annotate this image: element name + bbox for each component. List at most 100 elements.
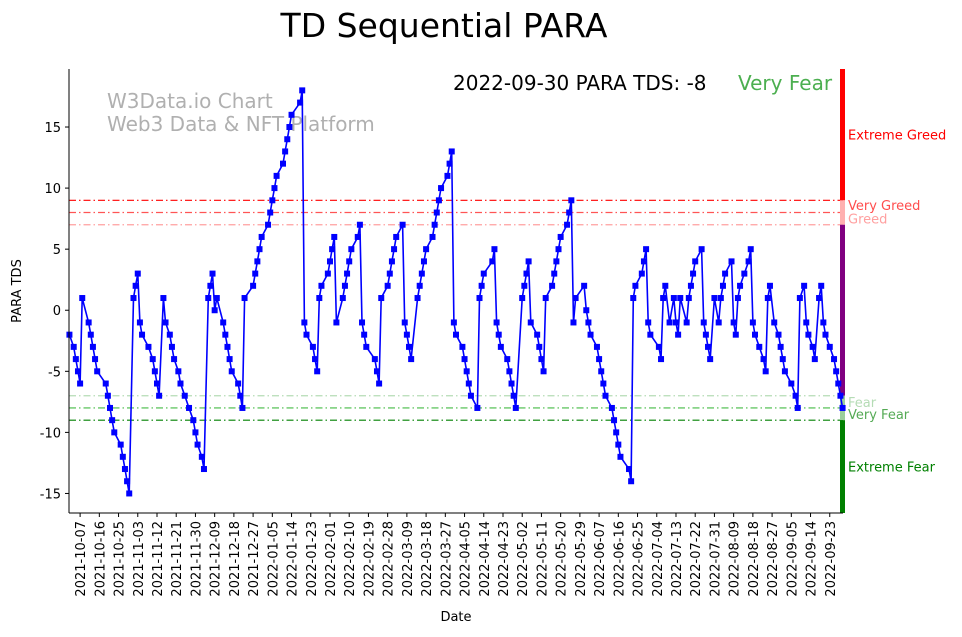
watermark: W3Data.io Chart Web3 Data & NFT Platform xyxy=(107,89,375,136)
data-point-marker xyxy=(598,368,605,375)
data-point-marker xyxy=(241,295,248,302)
data-point-marker xyxy=(504,356,511,363)
data-point-marker xyxy=(719,282,726,289)
data-point-marker xyxy=(617,453,624,460)
data-point-marker xyxy=(267,209,274,216)
x-tick-label: 2022-02-01 xyxy=(324,521,339,597)
data-point-marker xyxy=(373,368,380,375)
data-point-marker xyxy=(134,270,141,277)
data-point-marker xyxy=(420,258,427,265)
data-point-marker xyxy=(771,319,778,326)
data-point-marker xyxy=(130,295,137,302)
data-point-marker xyxy=(523,270,530,277)
data-point-marker xyxy=(186,404,193,411)
x-tick-label: 2022-05-29 xyxy=(574,521,589,597)
data-point-marker xyxy=(811,356,818,363)
data-point-marker xyxy=(149,356,156,363)
data-point-marker xyxy=(209,270,216,277)
data-point-marker xyxy=(444,172,451,179)
data-point-marker xyxy=(235,380,242,387)
data-point-marker xyxy=(506,368,513,375)
data-point-marker xyxy=(643,246,650,253)
data-point-marker xyxy=(555,246,562,253)
zone-bar-segment xyxy=(840,69,845,201)
data-point-marker xyxy=(104,392,111,399)
data-point-marker xyxy=(831,356,838,363)
data-point-marker xyxy=(314,368,321,375)
y-tick-label: -15 xyxy=(40,487,61,502)
data-point-marker xyxy=(534,331,541,338)
data-point-marker xyxy=(474,404,481,411)
y-tick-label: 5 xyxy=(53,243,61,258)
data-point-marker xyxy=(465,380,472,387)
data-point-marker xyxy=(822,331,829,338)
data-point-marker xyxy=(792,392,799,399)
y-axis-label: PARA TDS xyxy=(10,259,25,323)
data-point-marker xyxy=(666,319,673,326)
data-point-marker xyxy=(282,148,289,155)
x-tick-label: 2022-03-27 xyxy=(439,521,454,597)
data-point-marker xyxy=(393,233,400,240)
data-point-marker xyxy=(764,295,771,302)
data-point-marker xyxy=(416,282,423,289)
data-point-marker xyxy=(329,246,336,253)
data-point-marker xyxy=(299,87,306,94)
data-point-marker xyxy=(698,246,705,253)
data-point-marker xyxy=(508,380,515,387)
data-point-marker xyxy=(549,282,556,289)
x-tick-label: 2021-10-25 xyxy=(113,521,128,597)
data-point-marker xyxy=(403,331,410,338)
data-point-marker xyxy=(107,404,114,411)
data-point-marker xyxy=(331,233,338,240)
data-point-marker xyxy=(632,282,639,289)
data-point-marker xyxy=(207,282,214,289)
y-tick-label: 0 xyxy=(53,304,61,319)
data-point-marker xyxy=(74,368,81,375)
data-point-marker xyxy=(228,368,235,375)
data-point-marker xyxy=(384,282,391,289)
data-point-marker xyxy=(837,392,844,399)
data-point-marker xyxy=(820,319,827,326)
data-point-marker xyxy=(463,368,470,375)
series-para-tds xyxy=(66,87,846,497)
x-tick-label: 2022-09-14 xyxy=(805,521,820,597)
data-point-marker xyxy=(378,295,385,302)
data-point-marker xyxy=(356,221,363,228)
threshold-label: Very Greed xyxy=(848,199,920,214)
data-point-marker xyxy=(615,441,622,448)
data-point-marker xyxy=(570,319,577,326)
zone-bar-segment xyxy=(840,420,845,513)
data-point-marker xyxy=(406,343,413,350)
data-point-marker xyxy=(265,221,272,228)
data-point-marker xyxy=(752,331,759,338)
y-tick-label: 10 xyxy=(44,182,61,197)
y-tick-label: -5 xyxy=(48,365,61,380)
data-point-marker xyxy=(85,319,92,326)
chart-title: TD Sequential PARA xyxy=(280,6,608,45)
data-point-marker xyxy=(715,319,722,326)
data-point-marker xyxy=(92,356,99,363)
data-point-marker xyxy=(354,233,361,240)
threshold-label: Greed xyxy=(848,213,887,228)
data-point-marker xyxy=(467,392,474,399)
data-point-marker xyxy=(611,417,618,424)
data-point-marker xyxy=(198,453,205,460)
threshold-label: Fear xyxy=(848,396,877,411)
data-point-marker xyxy=(145,343,152,350)
data-point-marker xyxy=(431,221,438,228)
x-tick-label: 2022-07-13 xyxy=(670,521,685,597)
data-point-marker xyxy=(491,246,498,253)
data-point-marker xyxy=(280,160,287,167)
data-point-marker xyxy=(655,343,662,350)
x-tick-label: 2022-07-31 xyxy=(708,521,723,597)
data-point-marker xyxy=(775,331,782,338)
x-tick-label: 2022-08-09 xyxy=(728,521,743,597)
data-point-marker xyxy=(660,295,667,302)
x-tick-label: 2021-10-07 xyxy=(74,521,89,597)
watermark-line-2: Web3 Data & NFT Platform xyxy=(107,112,375,136)
data-point-marker xyxy=(448,148,455,155)
data-point-marker xyxy=(737,282,744,289)
data-point-marker xyxy=(685,295,692,302)
data-point-marker xyxy=(359,319,366,326)
